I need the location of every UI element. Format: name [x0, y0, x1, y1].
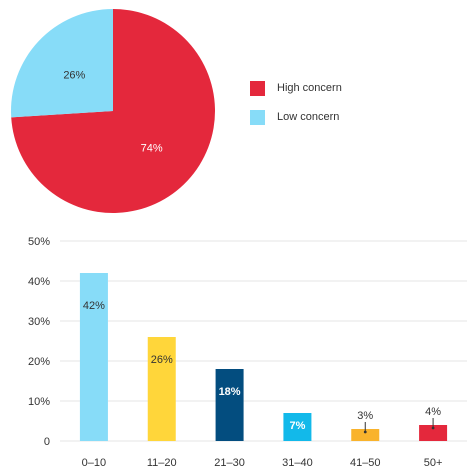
- bar-label-leader-dot: [431, 426, 435, 430]
- x-tick-label: 11–20: [147, 457, 177, 469]
- y-tick-label: 30%: [28, 316, 50, 328]
- y-tick-label: 50%: [28, 236, 50, 248]
- bar-value-label: 4%: [425, 406, 441, 418]
- x-tick-label: 50+: [424, 457, 443, 469]
- y-tick-label: 40%: [28, 276, 50, 288]
- y-tick-label: 20%: [28, 356, 50, 368]
- legend-item-high-concern: High concern: [250, 80, 342, 96]
- pie-slice-low-concern: [10, 9, 113, 118]
- bar-11-20: [147, 337, 176, 441]
- bar-value-label: 18%: [219, 386, 241, 398]
- bar-value-label: 42%: [83, 300, 105, 312]
- pie-slice-high-concern: [11, 9, 215, 213]
- pie-legend: High concern Low concern: [250, 80, 342, 138]
- x-tick-label: 0–10: [82, 457, 106, 469]
- bar-31-40: [283, 413, 312, 441]
- pie-chart: 74% 26%: [10, 9, 215, 213]
- bar-value-label: 26%: [151, 354, 173, 366]
- bar-value-label: 7%: [289, 420, 305, 432]
- x-tick-label: 41–50: [350, 457, 381, 469]
- pie-label-low-concern: 26%: [63, 70, 85, 82]
- x-tick-label: 31–40: [282, 457, 313, 469]
- x-tick-label: 21–30: [214, 457, 245, 469]
- legend-item-low-concern: Low concern: [250, 109, 342, 125]
- legend-swatch-low-concern: [250, 109, 265, 125]
- y-tick-label: 10%: [28, 396, 50, 408]
- bar-label-leader-dot: [363, 430, 367, 434]
- pie-label-high-concern: 74%: [141, 142, 163, 154]
- bar-value-label: 3%: [357, 410, 373, 422]
- bar-0-10: [79, 273, 108, 441]
- legend-label-high-concern: High concern: [277, 82, 342, 94]
- bar-41-50: [351, 429, 380, 441]
- y-tick-label: 0: [44, 436, 50, 448]
- legend-label-low-concern: Low concern: [277, 111, 340, 123]
- bar-21-30: [215, 369, 244, 441]
- legend-swatch-high-concern: [250, 80, 265, 96]
- bar-50: [419, 425, 448, 441]
